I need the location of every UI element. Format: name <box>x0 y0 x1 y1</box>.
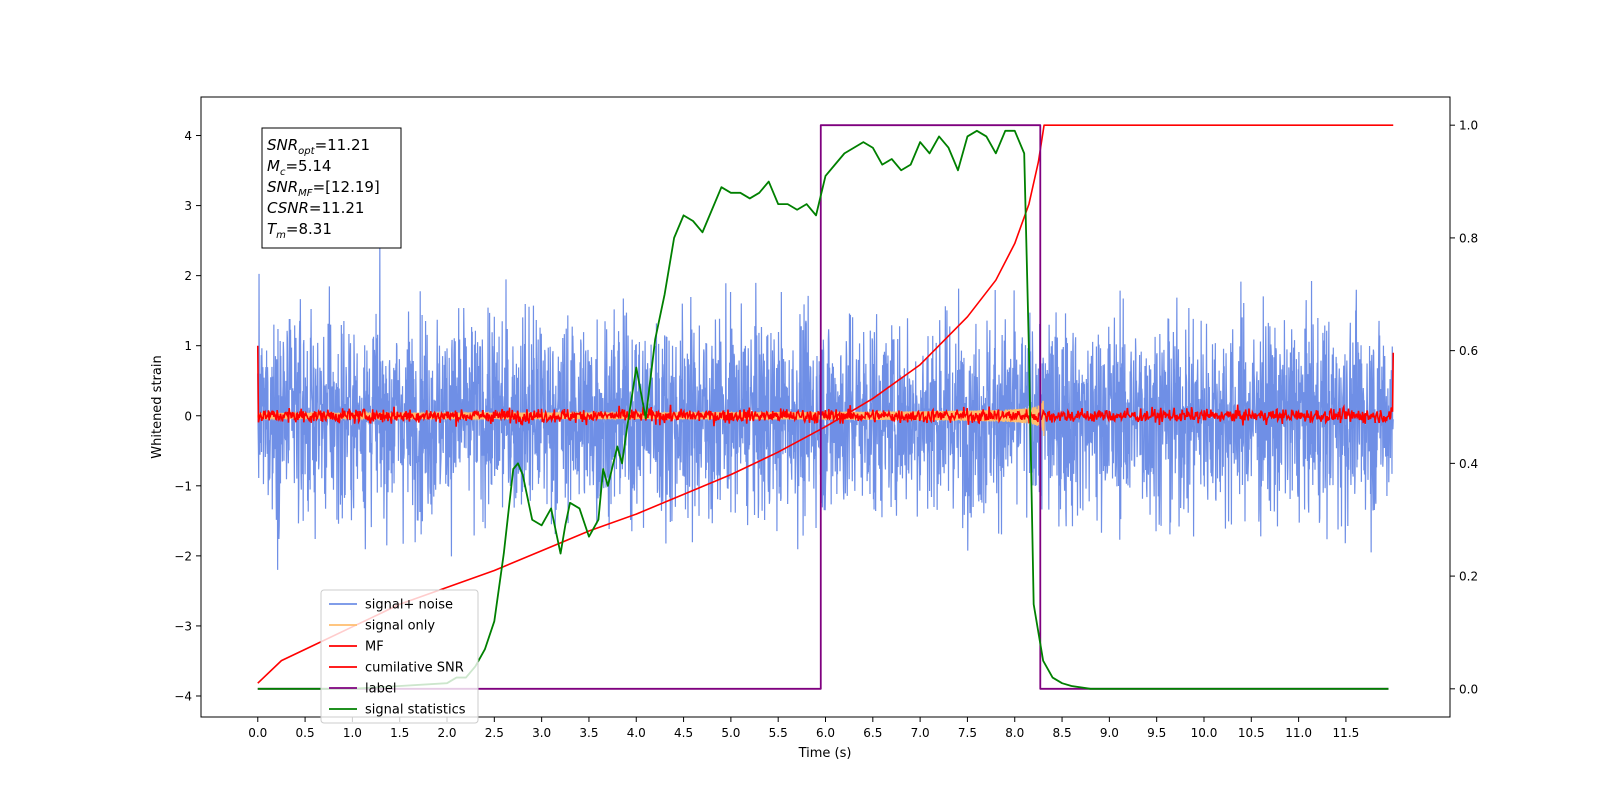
y-axis-left: 4 3 2 1 0 −1 −2 −3 −4 <box>174 129 201 703</box>
annotation-line: Mc=5.14 <box>267 157 331 178</box>
x-tick-label: 1.0 <box>343 726 362 740</box>
x-tick-label: 10.5 <box>1238 726 1265 740</box>
x-tick-label: 9.0 <box>1100 726 1119 740</box>
x-tick-label: 11.0 <box>1285 726 1312 740</box>
legend-label: cumilative SNR <box>365 661 464 676</box>
y-tick-label: −1 <box>174 479 192 493</box>
annotation-line: SNRMF=[12.19] <box>267 178 380 199</box>
x-tick-label: 11.5 <box>1333 726 1360 740</box>
y-tick-label: 3 <box>184 199 192 213</box>
y2-tick-label: 0.6 <box>1459 344 1478 358</box>
legend-label: label <box>365 682 396 697</box>
x-tick-label: 5.0 <box>721 726 740 740</box>
y-axis-right: 1.0 0.8 0.6 0.4 0.2 0.0 <box>1450 119 1478 696</box>
y2-tick-label: 0.2 <box>1459 570 1478 584</box>
series-signal-noise-line <box>257 241 1394 570</box>
annotation-frame <box>261 127 402 249</box>
x-tick-label: 8.0 <box>1005 726 1024 740</box>
legend-frame <box>320 589 479 724</box>
annotation-line: CSNR=11.21 <box>267 199 364 217</box>
x-axis-label: Time (s) <box>798 746 852 761</box>
series-signal-statistics-line <box>257 129 1389 690</box>
y-tick-label: 0 <box>184 409 192 423</box>
y-tick-label: −2 <box>174 549 192 563</box>
annotation-box: SNRopt=11.21Mc=5.14SNRMF=[12.19]CSNR=11.… <box>261 127 402 249</box>
x-tick-label: 7.0 <box>911 726 930 740</box>
legend-label: signal+ noise <box>365 598 453 613</box>
x-tick-label: 5.5 <box>769 726 788 740</box>
legend-label: signal only <box>365 619 435 634</box>
y-tick-label: 2 <box>184 269 192 283</box>
annotation-line: SNRopt=11.21 <box>267 136 370 157</box>
y2-tick-label: 0.4 <box>1459 457 1478 471</box>
x-tick-label: 7.5 <box>958 726 977 740</box>
legend-label: signal statistics <box>365 703 466 718</box>
y2-tick-label: 0.8 <box>1459 231 1478 245</box>
annotation-line: Tm=8.31 <box>267 220 332 241</box>
x-tick-label: 0.5 <box>296 726 315 740</box>
y-tick-label: 4 <box>184 129 192 143</box>
x-axis: 0.0 0.5 1.0 1.5 2.0 2.5 3.0 3.5 4.0 4.5 5.0 5.5 6.0 6… <box>248 717 1359 740</box>
x-tick-label: 3.5 <box>579 726 598 740</box>
y2-tick-label: 0.0 <box>1459 682 1478 696</box>
x-tick-label: 0.0 <box>248 726 267 740</box>
x-tick-label: 1.5 <box>390 726 409 740</box>
y-tick-label: −4 <box>174 689 192 703</box>
series-mf-line <box>256 345 1395 427</box>
x-tick-label: 4.0 <box>627 726 646 740</box>
legend-label: MF <box>365 640 384 655</box>
x-tick-label: 2.5 <box>485 726 504 740</box>
x-tick-label: 6.5 <box>863 726 882 740</box>
x-tick-label: 6.0 <box>816 726 835 740</box>
legend: signal+ noise signal only MF cumilative SNR… <box>320 589 479 724</box>
y-axis-label: Whitened strain <box>150 355 165 458</box>
y-tick-label: −3 <box>174 619 192 633</box>
x-tick-label: 3.0 <box>532 726 551 740</box>
y-tick-label: 1 <box>184 339 192 353</box>
x-tick-label: 9.5 <box>1147 726 1166 740</box>
x-tick-label: 4.5 <box>674 726 693 740</box>
x-tick-label: 10.0 <box>1191 726 1218 740</box>
x-tick-label: 8.5 <box>1053 726 1072 740</box>
x-tick-label: 2.0 <box>437 726 456 740</box>
y2-tick-label: 1.0 <box>1459 119 1478 133</box>
